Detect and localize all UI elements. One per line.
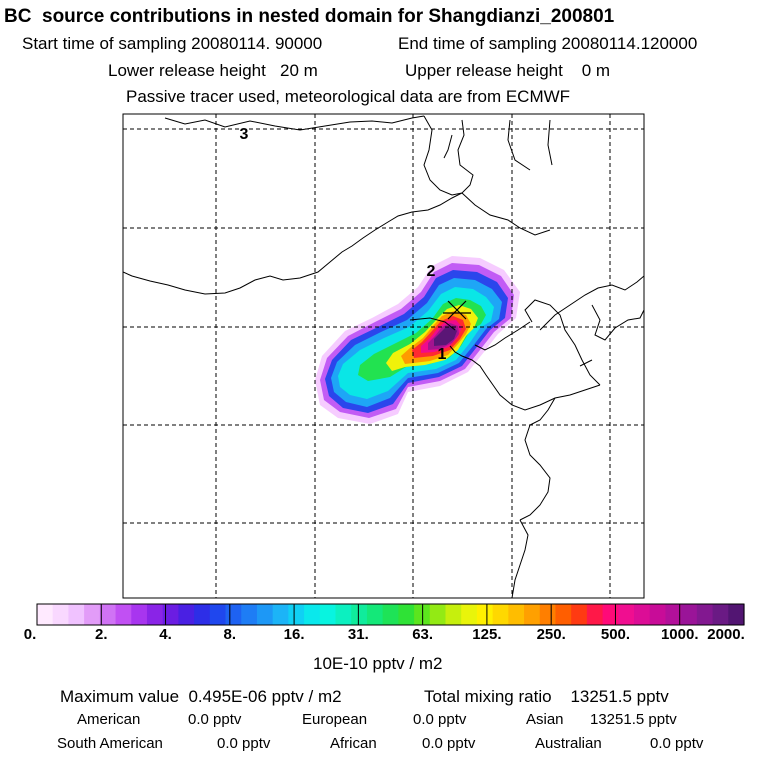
x-icon [443, 300, 471, 320]
region-european-name: European [302, 711, 368, 728]
region-african-name: African [330, 735, 377, 752]
sampling-start: Start time of sampling 20080114. 90000 [22, 34, 323, 53]
region-south-american-name: South American [57, 735, 163, 752]
region-australian-name: Australian [535, 735, 602, 752]
sampling-end: End time of sampling 20080114.120000 [398, 34, 698, 53]
tracer-note: Passive tracer used, meteorological data… [126, 87, 571, 106]
colorbar-tick-label: 125. [472, 626, 502, 643]
region-label-3: 3 [240, 126, 249, 143]
map-title: BC source contributions in nested domain… [4, 6, 615, 27]
colorbar-tick-label: 1000. [660, 626, 699, 643]
maximum-value: Maximum value 0.495E-06 pptv / m2 [60, 687, 342, 706]
region-african-value: 0.0 pptv [422, 735, 476, 752]
colorbar-tick-label: 8. [223, 626, 237, 643]
region-american-value: 0.0 pptv [188, 711, 242, 728]
region-south-american-value: 0.0 pptv [217, 735, 271, 752]
lower-release-height: Lower release height 20 m [108, 61, 318, 80]
contour-peak [434, 326, 457, 346]
graticule [123, 114, 644, 598]
colorbar-tick-label: 63. [412, 626, 434, 643]
region-american-name: American [77, 711, 141, 728]
colorbar-tick-label: 4. [159, 626, 172, 643]
plume-contours [315, 256, 520, 424]
colorbar-tick-label: 31. [347, 626, 369, 643]
upper-release-height: Upper release height 0 m [405, 61, 611, 80]
region-label-2: 2 [427, 263, 436, 280]
colorbar-tick-label: 2000. [707, 626, 745, 643]
colorbar-tick-label: 16. [283, 626, 305, 643]
contribution-map: 3 2 1 [122, 113, 645, 599]
region-label-1: 1 [438, 346, 447, 363]
colorbar-tick-label: 2. [95, 626, 108, 643]
region-australian-value: 0.0 pptv [650, 735, 704, 752]
colorbar-tick-label: 0. [23, 626, 37, 643]
map-frame [122, 113, 645, 599]
colorbar-tick-label: 500. [600, 626, 631, 643]
region-asian-name: Asian [526, 711, 564, 728]
colorbar-unit: 10E-10 pptv / m2 [313, 654, 443, 673]
region-european-value: 0.0 pptv [413, 711, 467, 728]
total-mixing-ratio: Total mixing ratio 13251.5 pptv [424, 687, 669, 706]
colorbar-tick-label: 250. [536, 626, 566, 643]
region-asian-value: 13251.5 pptv [590, 711, 677, 728]
